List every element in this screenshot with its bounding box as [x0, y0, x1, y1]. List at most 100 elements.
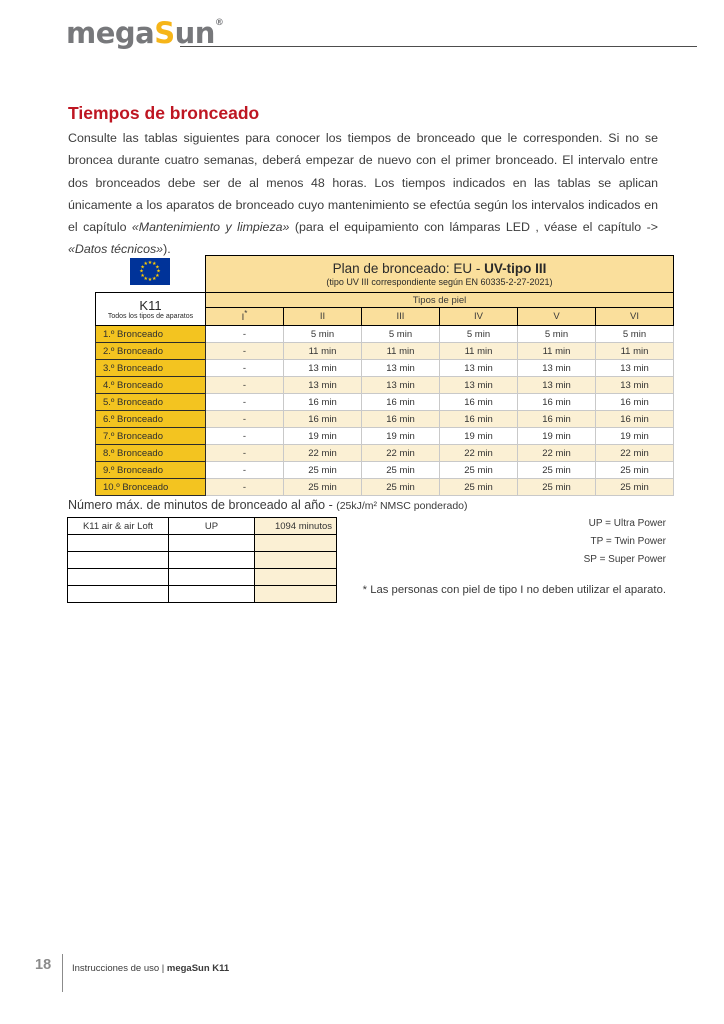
footer-divider [62, 954, 63, 992]
time-cell: - [205, 410, 284, 428]
time-cell: 25 min [439, 478, 518, 496]
registered-mark: ® [214, 18, 224, 28]
skin-type-col-iv: IV [439, 307, 518, 326]
svg-text:★: ★ [157, 268, 162, 274]
annual-cell [67, 534, 169, 552]
page-number: 18 [35, 957, 52, 973]
time-cell: - [205, 427, 284, 445]
annual-cell [67, 585, 169, 603]
eu-flag-icon: ★ ★ ★ ★ ★ ★ ★ ★ ★ ★ ★ ★ [130, 257, 171, 285]
session-label: 5.º Bronceado [95, 393, 206, 411]
time-cell: - [205, 461, 284, 479]
session-label: 10.º Bronceado [95, 478, 206, 496]
time-cell: 22 min [439, 444, 518, 462]
device-cell: K11 Todos los tipos de aparatos [95, 292, 206, 326]
plan-title-text: Plan de bronceado: EU - [332, 261, 485, 276]
time-cell: 5 min [283, 325, 362, 343]
session-label: 1.º Bronceado [95, 325, 206, 343]
logo-un: un [174, 16, 216, 50]
time-cell: 22 min [595, 444, 674, 462]
annual-row [67, 534, 337, 552]
session-label: 4.º Bronceado [95, 376, 206, 394]
time-cell: 13 min [517, 359, 596, 377]
time-cell: 25 min [361, 478, 440, 496]
footer-doc-label-text: Instrucciones de uso | [72, 963, 167, 974]
paragraph-text: ). [163, 242, 171, 257]
tanning-plan-table: ★ ★ ★ ★ ★ ★ ★ ★ ★ ★ ★ ★ Pl [95, 255, 674, 496]
time-cell: 19 min [361, 427, 440, 445]
paragraph-text: Consulte las tablas siguientes para cono… [68, 131, 658, 235]
time-cell: 16 min [283, 393, 362, 411]
device-subtitle: Todos los tipos de aparatos [107, 313, 194, 320]
annual-title-text: Número máx. de minutos de bronceado al a… [68, 498, 337, 512]
svg-text:★: ★ [152, 276, 157, 282]
time-cell: 13 min [283, 376, 362, 394]
eu-flag-icon: ★ ★ ★ ★ ★ ★ ★ ★ ★ ★ ★ ★ [95, 255, 206, 293]
annual-rows: K11 air & air Loft UP 1094 minutos [67, 517, 337, 603]
time-cell: 13 min [361, 359, 440, 377]
time-cell: 25 min [361, 461, 440, 479]
annual-row [67, 585, 337, 603]
tanning-row: 5.º Bronceado -16 min 16 min 16 min 16 min 16… [95, 393, 674, 411]
time-cell: 19 min [283, 427, 362, 445]
svg-text:★: ★ [140, 268, 145, 274]
time-cell: 13 min [439, 359, 518, 377]
time-cell: 25 min [283, 478, 362, 496]
legend-line: SP = Super Power [583, 553, 666, 565]
time-cell: 19 min [439, 427, 518, 445]
plan-header-row: ★ ★ ★ ★ ★ ★ ★ ★ ★ ★ ★ ★ Pl [95, 255, 674, 293]
annual-cell [67, 568, 169, 586]
tanning-row: 1.º Bronceado -5 min 5 min 5 min 5 min 5 min [95, 325, 674, 343]
time-cell: 25 min [595, 478, 674, 496]
time-cell: 11 min [595, 342, 674, 360]
svg-text:★: ★ [141, 273, 146, 279]
time-cell: 16 min [595, 393, 674, 411]
time-cell: 5 min [439, 325, 518, 343]
annual-minutes-cell [254, 585, 337, 603]
logo-s: S [154, 16, 175, 50]
annual-minutes-cell [254, 551, 337, 569]
annual-row [67, 551, 337, 569]
time-cell: 13 min [439, 376, 518, 394]
tanning-row: 10.º Bronceado -25 min 25 min 25 min 25 min 2… [95, 478, 674, 496]
annual-minutes-table: K11 air & air Loft UP 1094 minutos [67, 517, 337, 603]
annual-row: K11 air & air Loft UP 1094 minutos [67, 517, 337, 535]
footnote-marker: * [244, 309, 248, 319]
tanning-row: 7.º Bronceado -19 min 19 min 19 min 19 min 19… [95, 427, 674, 445]
time-cell: 25 min [595, 461, 674, 479]
time-cell: 13 min [595, 359, 674, 377]
svg-text:★: ★ [141, 264, 146, 270]
time-cell: 22 min [283, 444, 362, 462]
annual-cell: UP [168, 517, 255, 535]
skin-type-col-ii: II [283, 307, 362, 326]
time-cell: 16 min [595, 410, 674, 428]
session-label: 9.º Bronceado [95, 461, 206, 479]
session-label: 8.º Bronceado [95, 444, 206, 462]
skin-type-col-iii: III [361, 307, 440, 326]
tanning-row: 9.º Bronceado -25 min 25 min 25 min 25 min 25… [95, 461, 674, 479]
paragraph-text: (para el equipamiento con lámparas LED ,… [289, 220, 658, 235]
time-cell: 16 min [361, 393, 440, 411]
plan-subtitle: (tipo UV III correspondiente según EN 60… [326, 277, 553, 287]
skin-type-col-i: I* [205, 307, 284, 326]
time-cell: 16 min [439, 410, 518, 428]
legend-line: UP = Ultra Power [588, 518, 666, 529]
annual-title-note: (25kJ/m² NMSC ponderado) [336, 500, 468, 512]
tanning-rows: 1.º Bronceado -5 min 5 min 5 min 5 min 5 min 2… [95, 325, 674, 496]
time-cell: - [205, 393, 284, 411]
svg-text:★: ★ [152, 261, 157, 267]
time-cell: - [205, 325, 284, 343]
annual-row [67, 568, 337, 586]
time-cell: 19 min [595, 427, 674, 445]
svg-text:★: ★ [148, 277, 153, 283]
session-label: 3.º Bronceado [95, 359, 206, 377]
time-cell: 25 min [283, 461, 362, 479]
skin-types-header: Tipos de piel [205, 292, 674, 308]
skin-type-col-v: V [517, 307, 596, 326]
time-cell: 11 min [283, 342, 362, 360]
intro-paragraph: Consulte las tablas siguientes para cono… [68, 127, 658, 261]
time-cell: 11 min [439, 342, 518, 360]
skin-type-col-vi: VI [595, 307, 674, 326]
skin-types-header-row: K11 Todos los tipos de aparatos Tipos de… [95, 292, 674, 326]
